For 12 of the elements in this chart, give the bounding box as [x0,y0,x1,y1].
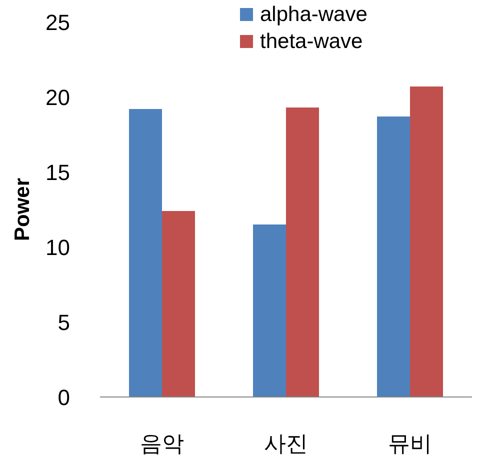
y-tick-label: 15 [46,160,70,185]
x-tick-label: 음악 [140,431,184,456]
y-tick-label: 5 [58,310,70,335]
x-tick-label: 뮤비 [388,431,432,456]
legend-label: theta-wave [260,30,363,53]
y-tick-label: 10 [46,235,70,260]
legend-label: alpha-wave [260,3,368,26]
x-tick-label: 사진 [264,431,308,456]
y-tick-label: 20 [46,85,70,110]
y-tick-label: 0 [58,385,70,410]
y-axis-title: Power [11,178,34,242]
y-tick-label: 25 [46,10,70,35]
